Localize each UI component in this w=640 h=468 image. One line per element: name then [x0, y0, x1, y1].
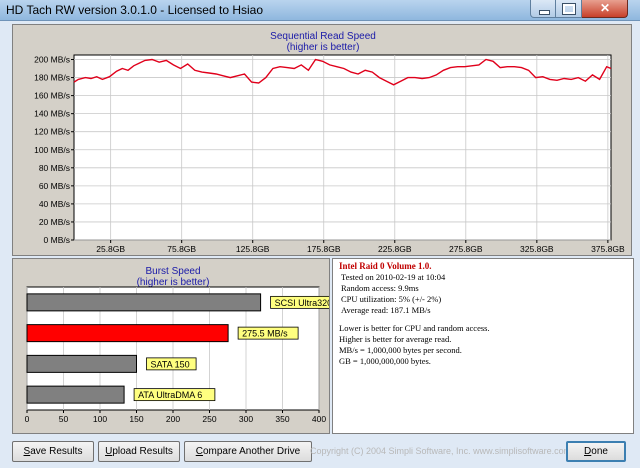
y-tick-label: 80 MB/s [39, 163, 70, 173]
close-button[interactable]: ✕ [582, 0, 628, 18]
sequential-read-title-line1: Sequential Read Speed [270, 31, 376, 42]
done-label: one [591, 446, 608, 457]
y-tick-label: 200 MB/s [34, 55, 70, 65]
sequential-read-chart: 0 MB/s 20 MB/s 40 MB/s 60 MB/s 80 MB/s 100 MB… [34, 54, 625, 254]
minimize-button[interactable] [530, 0, 556, 18]
burst-x-tick-label: 150 [129, 414, 143, 424]
burst-x-tick-label: 200 [166, 414, 180, 424]
drive-name: Intel Raid 0 Volume 1.0. [339, 261, 432, 271]
burst-x-tick-label: 0 [25, 414, 30, 424]
random-access: Random access: 9.9ms [341, 283, 419, 293]
burst-bar-label: 275.5 MB/s [242, 329, 288, 339]
y-tick-label: 100 MB/s [34, 145, 70, 155]
burst-x-tick-label: 250 [202, 414, 216, 424]
y-tick-label: 180 MB/s [34, 73, 70, 83]
burst-speed-chart: 0 50 100 150 200 250 300 350 400 SCSI Ultra320 275… [25, 286, 329, 424]
burst-bar [26, 385, 125, 404]
compare-another-drive-button[interactable]: Compare Another Drive [184, 441, 312, 462]
maximize-button[interactable] [556, 0, 582, 18]
burst-x-tick-label: 100 [93, 414, 107, 424]
maximize-icon [562, 3, 576, 15]
burst-speed-subtitle: (higher is better) [136, 277, 210, 288]
y-tick-label: 20 MB/s [39, 217, 70, 227]
x-tick-label: 175.8GB [307, 244, 341, 254]
copyright-text: Copyright (C) 2004 Simpli Software, Inc.… [310, 446, 572, 456]
done-accel: D [584, 446, 592, 457]
upload-results-button[interactable]: Upload Results [98, 441, 180, 462]
x-tick-label: 325.8GB [520, 244, 554, 254]
note-line: Higher is better for average read. [339, 334, 452, 344]
window-title: HD Tach RW version 3.0.1.0 - Licensed to… [6, 3, 264, 17]
upload-results-label: pload Results [112, 446, 173, 457]
done-button[interactable]: Done [566, 441, 626, 462]
burst-bar-label-box [237, 326, 299, 340]
burst-bar-label: SCSI Ultra320 [275, 298, 329, 308]
x-tick-label: 225.8GB [378, 244, 412, 254]
y-tick-label: 120 MB/s [34, 127, 70, 137]
burst-bar [26, 293, 262, 312]
burst-x-tick-label: 350 [275, 414, 289, 424]
cpu-utilization: CPU utilization: 5% (+/- 2%) [341, 294, 442, 304]
burst-speed-title-line1: Burst Speed [145, 266, 201, 277]
title-bar[interactable]: HD Tach RW version 3.0.1.0 - Licensed to… [0, 0, 640, 21]
y-tick-label: 160 MB/s [34, 91, 70, 101]
x-tick-label: 25.8GB [96, 244, 125, 254]
minimize-icon [539, 10, 550, 15]
sequential-read-title: Sequential Read Speed (higher is better) [213, 31, 433, 53]
save-results-label: ave Results [30, 446, 83, 457]
test-date: Tested on 2010-02-19 at 10:04 [341, 272, 446, 282]
burst-bar [26, 354, 137, 373]
upload-results-accel: U [105, 446, 113, 457]
burst-bar-label-box [146, 357, 197, 371]
note-line: Lower is better for CPU and random acces… [339, 323, 490, 333]
close-icon: ✕ [599, 1, 611, 15]
results-info-panel: Intel Raid 0 Volume 1.0. Tested on 2010-… [332, 258, 634, 434]
burst-bar-label: ATA UltraDMA 6 [138, 390, 202, 400]
burst-x-tick-label: 50 [59, 414, 69, 424]
burst-bar-label-box [270, 295, 329, 309]
plot-area [73, 54, 612, 241]
save-results-accel: S [23, 446, 31, 457]
burst-x-tick-label: 300 [239, 414, 253, 424]
note-line: GB = 1,000,000,000 bytes. [339, 356, 431, 366]
burst-bar-label: SATA 150 [151, 359, 190, 369]
burst-speed-panel: Burst Speed (higher is better) 0 50 100 150… [12, 258, 330, 434]
burst-speed-title: Burst Speed (higher is better) [73, 266, 273, 288]
burst-bar [26, 324, 229, 343]
burst-x-tick-label: 400 [312, 414, 326, 424]
compare-label: ompare Another Drive [202, 446, 301, 457]
average-read: Average read: 187.1 MB/s [341, 305, 431, 315]
y-tick-label: 140 MB/s [34, 109, 70, 119]
x-tick-label: 375.8GB [591, 244, 625, 254]
y-tick-label: 0 MB/s [44, 235, 70, 245]
x-tick-label: 75.8GB [167, 244, 196, 254]
note-line: MB/s = 1,000,000 bytes per second. [339, 345, 462, 355]
sequential-read-panel: Sequential Read Speed (higher is better)… [12, 24, 632, 256]
x-tick-label: 275.8GB [449, 244, 483, 254]
y-tick-label: 40 MB/s [39, 199, 70, 209]
compare-accel: C [195, 446, 203, 457]
burst-bar-label-box [133, 388, 216, 402]
save-results-button[interactable]: Save Results [12, 441, 94, 462]
x-tick-label: 125.8GB [236, 244, 270, 254]
sequential-read-subtitle: (higher is better) [286, 42, 360, 53]
y-tick-label: 60 MB/s [39, 181, 70, 191]
read-speed-line [73, 58, 612, 86]
